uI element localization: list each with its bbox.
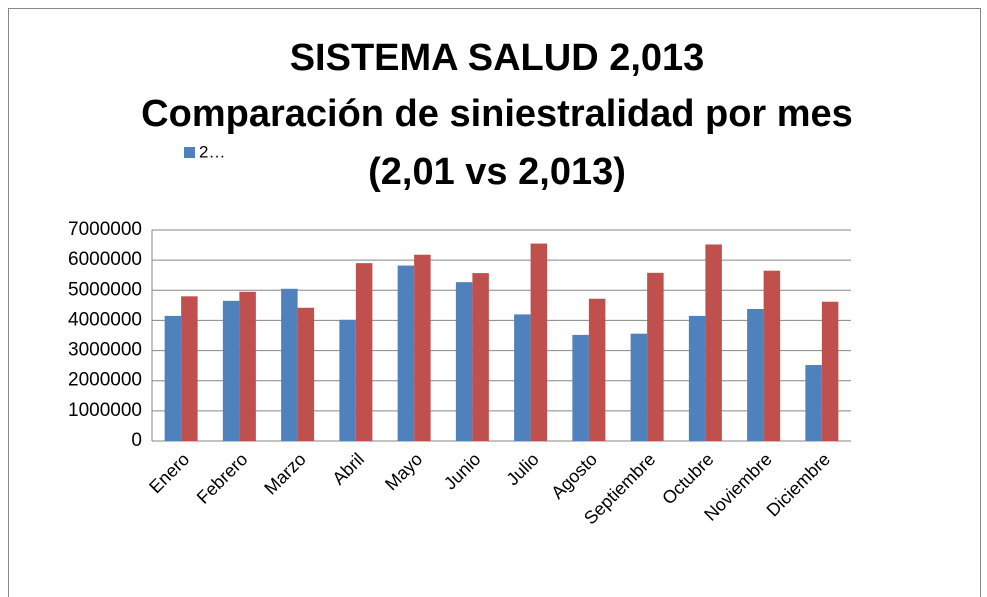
- y-tick-label: 0: [131, 430, 142, 451]
- y-tick-label: 5000000: [68, 279, 142, 300]
- bar: [514, 314, 531, 441]
- bar: [763, 270, 781, 441]
- bar: [821, 301, 839, 441]
- bar: [181, 296, 198, 441]
- chart-frame: [8, 8, 981, 597]
- chart-title: Comparación de siniestralidad por mes: [141, 93, 853, 135]
- bar: [222, 300, 240, 441]
- legend-swatch: [184, 147, 195, 158]
- bar: [455, 282, 473, 441]
- bar: [239, 291, 256, 441]
- bar: [630, 333, 648, 441]
- y-tick-label: 1000000: [68, 400, 142, 421]
- y-tick-label: 2000000: [68, 370, 142, 391]
- y-tick-label: 3000000: [68, 340, 142, 361]
- bar: [414, 254, 431, 441]
- y-tick-label: 6000000: [68, 249, 142, 270]
- bar: [572, 334, 589, 441]
- bar: [164, 315, 182, 441]
- bar: [588, 298, 606, 441]
- bar: [297, 307, 315, 441]
- bar: [705, 244, 722, 441]
- bar: [805, 365, 822, 441]
- bar: [472, 273, 489, 441]
- bar: [688, 315, 706, 441]
- bar: [281, 288, 298, 441]
- y-tick-label: 7000000: [68, 219, 142, 240]
- chart-title: SISTEMA SALUD 2,013: [290, 37, 705, 79]
- bar: [355, 263, 373, 441]
- legend-label: 2…: [199, 142, 225, 161]
- bar: [397, 265, 415, 441]
- bar: [530, 243, 548, 441]
- bar: [747, 308, 764, 441]
- bar: [647, 272, 664, 441]
- y-tick-label: 4000000: [68, 309, 142, 330]
- chart-title: (2,01 vs 2,013): [368, 151, 626, 193]
- bar: [339, 319, 356, 441]
